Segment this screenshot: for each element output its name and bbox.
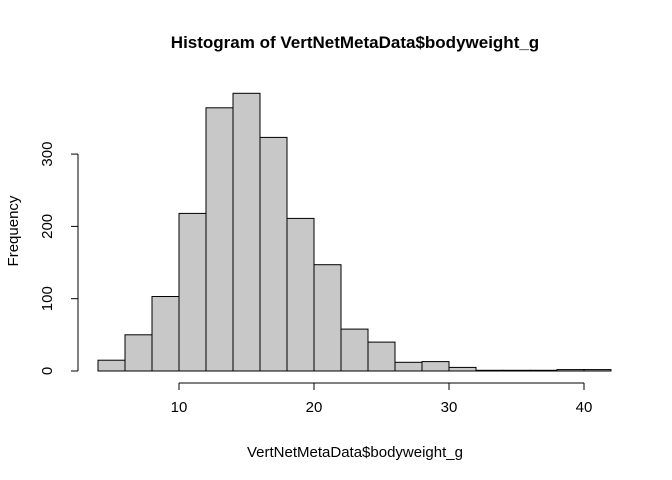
histogram-bar — [259, 136, 288, 372]
y-axis: 0 100 200 300 — [39, 142, 79, 375]
y-tick-label: 300 — [39, 142, 56, 167]
bars-group — [97, 92, 612, 372]
histogram-bar — [313, 264, 342, 372]
histogram-bar — [394, 361, 423, 372]
x-tick-label: 20 — [306, 399, 323, 416]
histogram-bar — [124, 334, 153, 372]
histogram-bar — [367, 341, 396, 372]
chart-title: Histogram of VertNetMetaData$bodyweight_… — [171, 33, 539, 52]
histogram-bar — [286, 217, 315, 372]
histogram-bar — [97, 359, 126, 372]
histogram-bar — [421, 361, 450, 372]
histogram-bar — [232, 92, 261, 372]
histogram-bar — [529, 369, 558, 372]
x-axis: 10 20 30 40 — [171, 382, 593, 416]
histogram-bar — [556, 369, 585, 372]
histogram-bar — [475, 369, 504, 372]
histogram-bar — [205, 107, 234, 372]
x-axis-label: VertNetMetaData$bodyweight_g — [247, 444, 463, 461]
histogram-bar — [448, 366, 477, 372]
x-tick-label: 40 — [576, 399, 593, 416]
histogram-bar — [583, 369, 612, 372]
histogram-bar — [151, 296, 180, 372]
x-tick-label: 10 — [171, 399, 188, 416]
y-tick-label: 200 — [39, 214, 56, 239]
histogram-bar — [178, 212, 207, 372]
y-tick-label: 100 — [39, 286, 56, 311]
y-axis-label: Frequency — [5, 195, 22, 266]
y-tick-label: 0 — [39, 367, 56, 375]
histogram-bar — [502, 369, 531, 372]
histogram-bar — [340, 328, 369, 372]
x-tick-label: 30 — [441, 399, 458, 416]
